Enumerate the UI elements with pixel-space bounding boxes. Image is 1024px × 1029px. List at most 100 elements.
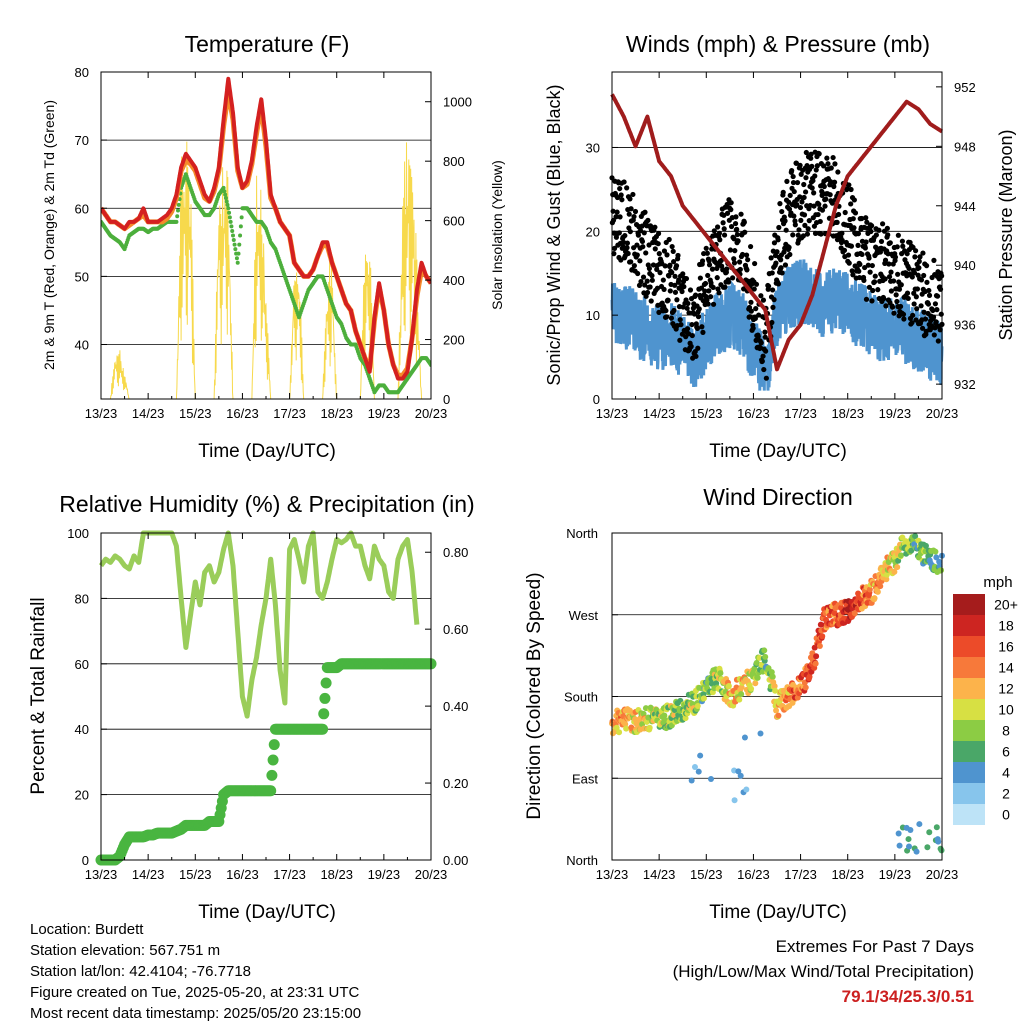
x-tick-label: 19/23 (368, 867, 401, 882)
gust-point (699, 324, 705, 330)
gust-point (815, 211, 821, 218)
gust-point (778, 265, 784, 271)
gust-point (631, 214, 637, 220)
direction-point (754, 674, 761, 681)
direction-point (883, 576, 890, 583)
gust-point (689, 321, 695, 328)
gust-point (842, 209, 848, 216)
y2-tick-label: 944 (954, 199, 976, 214)
gust-point (635, 270, 641, 277)
gust-point (663, 308, 669, 314)
elevation-text: Station elevation: 567.751 m (30, 942, 221, 959)
gust-point (631, 263, 637, 269)
y2-tick-label: 940 (954, 258, 976, 273)
gust-point (705, 272, 711, 279)
gust-point (810, 178, 816, 184)
gust-point (771, 240, 778, 246)
x-tick-label: 20/23 (415, 867, 448, 882)
direction-point (871, 595, 878, 602)
gust-point (933, 319, 939, 325)
gust-point (706, 288, 712, 294)
gust-point (738, 211, 744, 217)
x-tick-label: 19/23 (368, 406, 401, 421)
gust-point (639, 238, 646, 245)
gust-point (797, 204, 804, 211)
direction-point (908, 547, 915, 554)
gust-point (644, 278, 650, 284)
gust-point (808, 151, 814, 157)
gust-point (791, 188, 797, 195)
precip-point (267, 754, 279, 766)
gust-point (911, 270, 918, 276)
gust-point (644, 223, 650, 229)
gust-point (935, 338, 941, 344)
gust-point (728, 223, 735, 230)
direction-point (866, 586, 873, 593)
y2-tick-label: 200 (443, 333, 465, 348)
gust-point (645, 217, 651, 223)
gust-point (894, 244, 900, 250)
direction-point (806, 673, 813, 680)
y-tick-label: East (572, 771, 598, 786)
gust-point (824, 155, 830, 161)
gust-point (677, 317, 683, 323)
gust-point (791, 213, 797, 219)
gust-point (869, 262, 875, 269)
gust-point (897, 303, 904, 310)
gust-point (638, 278, 644, 285)
series-relative-humidity (98, 530, 420, 719)
gust-point (900, 311, 907, 317)
gust-point (716, 290, 722, 296)
gust-point (748, 243, 754, 250)
gust-point (627, 196, 633, 202)
y2-tick-label: 0.60 (443, 622, 468, 637)
gust-point (779, 270, 785, 276)
gust-point (708, 294, 714, 300)
direction-point (775, 712, 782, 719)
gust-point (706, 262, 713, 268)
gust-point (806, 218, 812, 224)
gust-point (831, 179, 838, 185)
gust-point (720, 220, 726, 226)
dewpoint-point (176, 202, 181, 207)
gust-point (731, 256, 737, 262)
gust-point (801, 212, 808, 218)
gust-point (755, 333, 761, 339)
gust-point (784, 178, 790, 184)
direction-point (640, 710, 647, 717)
gust-point (901, 316, 907, 322)
gust-point (679, 288, 685, 295)
gust-point (796, 227, 802, 233)
gust-point (812, 230, 819, 236)
gust-point (667, 262, 673, 268)
gust-point (900, 243, 906, 249)
gust-point (863, 296, 870, 302)
colorbar-level-label: 0 (1002, 807, 1010, 823)
gust-point (811, 190, 817, 196)
gust-point (672, 273, 678, 279)
colorbar-level-label: 18 (998, 618, 1014, 634)
direction-point (913, 848, 920, 855)
direction-point (700, 695, 707, 702)
gust-point (869, 223, 875, 229)
direction-point (905, 836, 912, 843)
gust-point (647, 284, 653, 290)
direction-point (743, 786, 750, 793)
y2-tick-label: 932 (954, 377, 976, 392)
extremes-title: Extremes For Past 7 Days (775, 937, 974, 956)
colorbar-swatch (953, 615, 985, 636)
gust-point (848, 186, 854, 193)
gust-point (926, 292, 933, 298)
direction-point (895, 830, 902, 837)
chart-title: Wind Direction (703, 484, 853, 510)
direction-point (855, 590, 862, 597)
gust-point (792, 218, 798, 224)
gust-point (676, 277, 682, 283)
gust-point (654, 266, 660, 272)
direction-point (938, 567, 945, 574)
extremes-values: 79.1/34/25.3/0.51 (841, 987, 974, 1006)
colorbar-swatch (953, 741, 985, 762)
gust-point (666, 273, 672, 279)
gust-point (816, 201, 822, 207)
